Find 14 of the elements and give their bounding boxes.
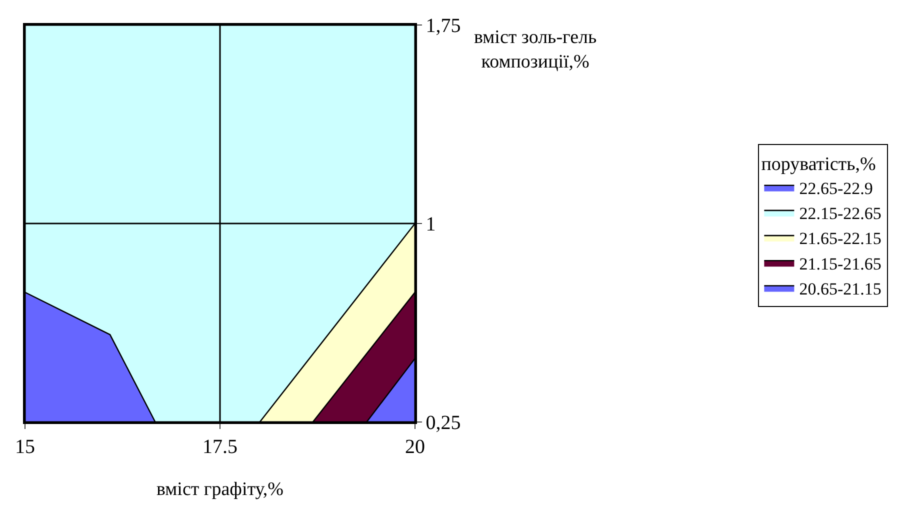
legend-label: 22.15-22.65 <box>799 204 882 224</box>
x-tick-label: 17.5 <box>202 436 238 458</box>
legend-label: 20.65-21.15 <box>799 279 882 298</box>
x-tick-label: 15 <box>15 436 35 458</box>
y-axis-title: вміст золь-гель композиції,% <box>474 27 598 73</box>
y-tick-label: 1,75 <box>426 15 461 37</box>
x-tick-label: 20 <box>405 436 425 458</box>
legend-label: 22.65-22.9 <box>799 178 873 198</box>
y-tick-label: 0,25 <box>426 412 461 434</box>
legend-label: 21.15-21.65 <box>799 254 882 274</box>
x-axis-title: вміст графіту,% <box>156 479 284 500</box>
legend-title: поруватість,% <box>761 154 876 175</box>
y-tick-label: 1 <box>426 214 436 236</box>
legend-label: 21.65-22.15 <box>799 229 882 248</box>
